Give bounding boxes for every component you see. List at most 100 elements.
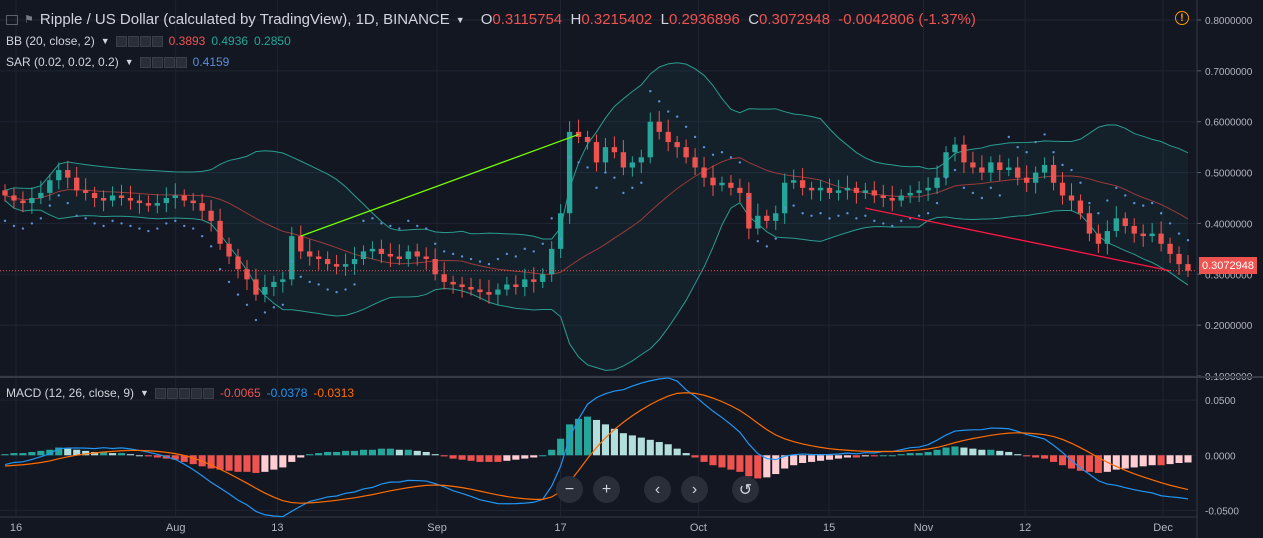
collapse-icon[interactable] <box>6 14 18 25</box>
macd-label[interactable]: MACD (12, 26, close, 9) <box>6 386 135 400</box>
settings-icon[interactable] <box>127 35 139 47</box>
macd-histogram-bar <box>1139 455 1147 467</box>
sar-dot <box>900 219 903 223</box>
sar-dot <box>702 145 706 149</box>
sar-dot <box>720 151 724 154</box>
macd-line-value: -0.0378 <box>266 386 308 400</box>
trendline-down <box>865 207 1171 272</box>
sar-dot <box>1088 201 1091 205</box>
macd-y-tick-label: 0.0500 <box>1205 396 1236 407</box>
macd-histogram-bar <box>64 448 72 456</box>
reset-chart-button[interactable]: ↺ <box>732 476 759 503</box>
zoom-out-button[interactable]: − <box>556 476 583 503</box>
scroll-left-button[interactable]: ‹ <box>644 476 671 503</box>
candle-body <box>611 147 618 153</box>
macd-histogram-bar <box>816 455 825 461</box>
macd-histogram-bar <box>1103 455 1111 472</box>
macd-histogram-bar <box>306 454 314 456</box>
candle-body <box>710 177 716 186</box>
chevron-down-icon[interactable]: ▼ <box>100 36 110 46</box>
macd-histogram-bar <box>673 448 681 456</box>
candle-body <box>441 274 447 282</box>
settings-icon[interactable] <box>151 56 163 68</box>
sar-dot <box>281 303 285 306</box>
sar-dot <box>684 125 688 128</box>
macd-histogram-bar <box>404 449 412 456</box>
chevron-down-icon[interactable]: ▼ <box>455 14 465 25</box>
macd-y-tick-label: 0.0000 <box>1205 451 1236 462</box>
sar-dot <box>819 212 822 215</box>
flag-icon[interactable]: ⚑ <box>24 14 34 26</box>
candle-body <box>826 187 833 193</box>
close-icon[interactable] <box>151 35 163 47</box>
more-icon[interactable] <box>163 56 175 68</box>
symbol-title[interactable]: Ripple / US Dollar (calculated by Tradin… <box>39 11 450 28</box>
eye-icon[interactable] <box>115 35 127 47</box>
candle-body <box>916 190 922 193</box>
sar-dot <box>129 224 132 228</box>
macd-histogram-bar <box>583 416 592 456</box>
macd-histogram-bar <box>745 455 753 477</box>
candle-body <box>557 213 564 249</box>
more-icon[interactable] <box>139 35 151 47</box>
sar-dot <box>891 224 894 228</box>
close-icon[interactable] <box>190 387 202 399</box>
minimize-icon[interactable] <box>202 387 214 399</box>
sar-dot <box>864 214 867 217</box>
x-tick-label: Aug <box>166 522 186 534</box>
macd-histogram-bar <box>1058 455 1067 466</box>
candle-body <box>136 200 143 204</box>
sar-dot <box>962 186 966 190</box>
y-tick-label: 0.6000000 <box>1205 118 1253 129</box>
candle-body <box>683 147 689 158</box>
sar-dot <box>1115 186 1118 190</box>
macd-tools[interactable] <box>154 387 214 399</box>
settings-icon[interactable] <box>166 387 178 399</box>
macd-histogram-bar <box>763 455 771 478</box>
eye-icon[interactable] <box>154 387 166 399</box>
sar-dot <box>980 196 984 200</box>
sar-dot <box>1133 201 1136 205</box>
sar-dot <box>39 217 43 220</box>
sar-tools[interactable] <box>139 56 187 68</box>
macd-line <box>4 377 1189 518</box>
eye-icon[interactable] <box>139 56 151 68</box>
sar-dot <box>658 100 661 103</box>
sar-label[interactable]: SAR (0.02, 0.02, 0.2) <box>6 55 119 69</box>
bb-label[interactable]: BB (20, close, 2) <box>6 34 95 48</box>
scroll-right-button[interactable]: › <box>681 476 708 503</box>
zoom-in-button[interactable]: + <box>593 476 620 503</box>
candle-body <box>1041 164 1048 173</box>
alert-icon[interactable]: ! <box>1175 11 1189 25</box>
x-tick-label: Dec <box>1153 522 1173 534</box>
more-icon[interactable] <box>178 387 190 399</box>
macd-histogram-bar <box>718 455 726 468</box>
chevron-down-icon[interactable]: ▼ <box>124 57 134 67</box>
bb-lower-value: 0.2850 <box>254 34 291 48</box>
sar-dot <box>75 214 78 217</box>
sar-dot <box>245 303 249 306</box>
macd-histogram-bar <box>942 447 950 456</box>
sar-dot <box>1124 194 1127 197</box>
candle-body <box>486 292 492 295</box>
close-icon[interactable] <box>175 56 187 68</box>
chevron-down-icon[interactable]: ▼ <box>140 388 149 398</box>
sar-dot <box>1159 212 1163 215</box>
macd-histogram-bar <box>261 455 269 472</box>
candle-body <box>82 190 89 193</box>
macd-histogram-bar <box>1 454 9 456</box>
sar-dot <box>138 227 141 230</box>
bb-tools[interactable] <box>115 35 163 47</box>
sar-dot <box>236 293 240 296</box>
sar-dot <box>1043 133 1046 136</box>
macd-histogram-bar <box>879 455 887 457</box>
candle-body <box>65 170 71 178</box>
candle-body <box>638 157 644 163</box>
macd-histogram-bar <box>969 448 977 456</box>
macd-histogram-bar <box>180 455 188 462</box>
candle-body <box>208 210 214 221</box>
candle-body <box>459 284 465 287</box>
sar-dot <box>299 275 302 279</box>
